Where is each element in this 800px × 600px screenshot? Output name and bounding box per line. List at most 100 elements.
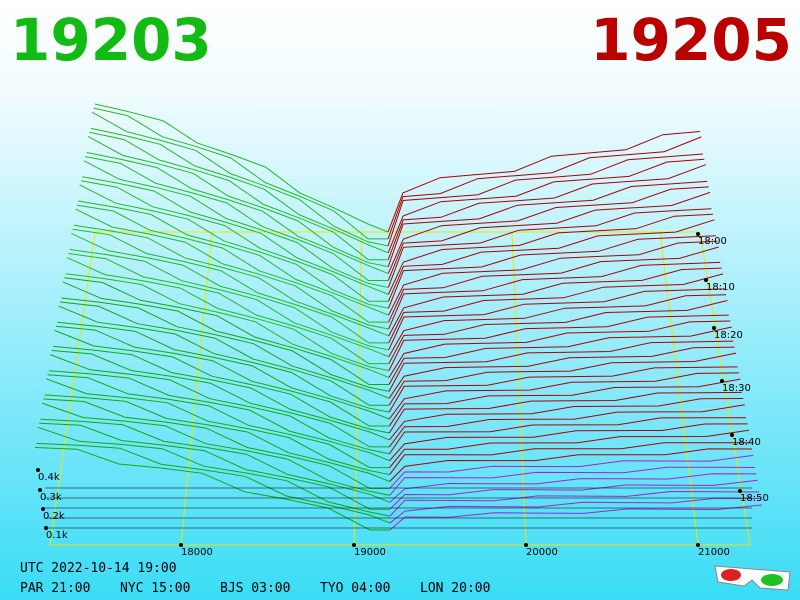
ask-trace bbox=[387, 158, 705, 253]
bid-trace bbox=[78, 200, 389, 316]
ask-trace bbox=[388, 288, 725, 351]
floor-grid bbox=[49, 231, 751, 546]
bid-trace bbox=[58, 305, 390, 413]
bid-trace bbox=[72, 228, 389, 344]
tick-dot bbox=[179, 543, 183, 547]
ask-trace bbox=[387, 213, 714, 295]
ask-trace bbox=[388, 294, 727, 357]
time-tick-label: 18:10 bbox=[706, 282, 735, 293]
bid-trace bbox=[87, 135, 389, 268]
ask-trace bbox=[387, 153, 703, 247]
ask-trace bbox=[388, 300, 728, 364]
price-tick-label: 19000 bbox=[354, 547, 386, 558]
bid-trace bbox=[48, 370, 390, 462]
bid-trace bbox=[74, 224, 389, 337]
bid-trace bbox=[46, 378, 390, 476]
bid-trace bbox=[36, 442, 391, 524]
bid-trace bbox=[40, 418, 390, 503]
ask-trace bbox=[388, 320, 731, 378]
ask-trace bbox=[389, 454, 754, 489]
ask-trace bbox=[389, 479, 758, 510]
ask-trace bbox=[388, 246, 719, 323]
ask-trace bbox=[389, 417, 747, 455]
bid-trace bbox=[60, 301, 390, 406]
clock-label: LON 20:00 bbox=[420, 581, 490, 596]
bid-trace bbox=[64, 277, 390, 386]
ask-trace bbox=[389, 448, 752, 482]
tick-dot bbox=[44, 526, 48, 530]
bid-trace bbox=[76, 204, 389, 323]
ask-trace bbox=[389, 490, 760, 517]
ask-trace bbox=[388, 346, 735, 399]
tick-dot bbox=[730, 433, 734, 437]
bid-trace bbox=[85, 156, 389, 282]
bid-trace bbox=[66, 257, 390, 372]
bid-trace bbox=[57, 321, 390, 420]
bid-trace bbox=[71, 232, 389, 351]
ask-trace bbox=[388, 273, 724, 344]
ask-trace bbox=[387, 136, 702, 240]
3d-glasses-icon[interactable] bbox=[714, 565, 791, 591]
price-tick-label: 20000 bbox=[526, 547, 558, 558]
price-tick-label: 21000 bbox=[698, 547, 730, 558]
ask-trace bbox=[388, 340, 734, 392]
bid-trace bbox=[83, 160, 389, 288]
ask-trace bbox=[388, 267, 722, 337]
ask-trace bbox=[387, 131, 701, 233]
ask-trace bbox=[389, 504, 763, 531]
ask-trace bbox=[388, 240, 718, 316]
clock-label: BJS 03:00 bbox=[220, 581, 290, 596]
bid-trace bbox=[86, 152, 389, 275]
bid-trace bbox=[54, 329, 390, 434]
price-tick-label: 18000 bbox=[181, 547, 213, 558]
ask-trace bbox=[387, 186, 709, 274]
ask-trace bbox=[388, 352, 737, 406]
tick-dot bbox=[38, 488, 42, 492]
ask-trace bbox=[387, 180, 708, 267]
bid-trace bbox=[79, 184, 389, 309]
bid-trace bbox=[50, 354, 390, 455]
tick-dot bbox=[720, 379, 724, 383]
ask-trace bbox=[387, 164, 706, 260]
ask-trace bbox=[388, 372, 739, 420]
bid-trace bbox=[82, 176, 389, 295]
ask-trace bbox=[388, 326, 732, 385]
bid-trace bbox=[51, 350, 390, 448]
ask-trace bbox=[389, 404, 745, 448]
depth-tick-label: 0.2k bbox=[43, 511, 65, 522]
bid-trace bbox=[44, 394, 390, 482]
ask-trace bbox=[388, 366, 738, 413]
clock-label: NYC 15:00 bbox=[120, 581, 190, 596]
time-tick-label: 18:00 bbox=[698, 236, 727, 247]
ask-trace bbox=[388, 261, 721, 330]
bid-trace bbox=[61, 297, 390, 399]
tick-dot bbox=[41, 507, 45, 511]
bid-trace bbox=[94, 103, 389, 233]
bid-trace bbox=[55, 325, 390, 427]
time-tick-label: 18:30 bbox=[722, 383, 751, 394]
ask-trace bbox=[389, 398, 744, 441]
ask-trace bbox=[388, 391, 742, 434]
ask-trace bbox=[389, 473, 757, 503]
bid-trace bbox=[34, 447, 390, 531]
ask-trace bbox=[389, 429, 750, 468]
bid-trace bbox=[65, 273, 390, 378]
ask-trace bbox=[389, 423, 748, 462]
tick-dot bbox=[696, 543, 700, 547]
depth-traces bbox=[34, 103, 763, 531]
ask-trace bbox=[388, 219, 715, 302]
ask-trace bbox=[387, 191, 711, 281]
bid-trace bbox=[69, 249, 390, 358]
tick-dot bbox=[704, 278, 708, 282]
world-clocks: PAR 21:00 NYC 15:00 BJS 03:00 TYO 04:00 LON … bbox=[20, 581, 490, 596]
tick-dot bbox=[524, 543, 528, 547]
clock-label: TYO 04:00 bbox=[320, 581, 390, 596]
bid-trace bbox=[93, 107, 389, 240]
depth-tick-label: 0.1k bbox=[46, 530, 68, 541]
bid-trace bbox=[41, 402, 390, 496]
tick-dot bbox=[712, 326, 716, 330]
time-tick-label: 18:20 bbox=[714, 330, 743, 341]
utc-time: UTC 2022-10-14 19:00 bbox=[20, 561, 177, 576]
depth-tick-label: 0.3k bbox=[40, 492, 62, 503]
